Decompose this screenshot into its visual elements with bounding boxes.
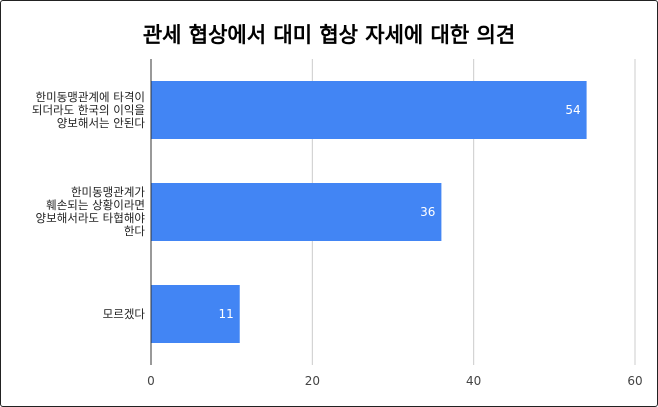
y-category-label: 한미동맹관계에 타격이 되더라도 한국의 이익을 양보해서는 안된다 [25, 89, 145, 130]
y-category-label-line: 모르겠다 [102, 306, 145, 321]
y-category-label-line: 한미동맹관계에 타격이 [35, 89, 145, 104]
y-category-label: 한미동맹관계가 훼손되는 상황이라면 양보해서라도 타협해야 한다 [25, 186, 145, 238]
data-label: 11 [218, 307, 233, 321]
x-tick-label: 40 [466, 374, 481, 388]
x-tick-label: 60 [627, 374, 642, 388]
y-category-label-line: 한다 [123, 224, 145, 238]
y-category-label-line: 양보해서라도 타협해야 [35, 211, 145, 225]
y-category-label-line: 양보해서는 안된다 [56, 115, 145, 130]
y-category-label-line: 되더라도 한국의 이익을 [31, 102, 145, 117]
y-category-label-line: 훼손되는 상황이라면 [46, 198, 145, 212]
x-tick-label: 20 [305, 374, 320, 388]
data-label: 54 [565, 103, 580, 117]
y-category-label: 모르겠다 [25, 306, 145, 321]
bar [151, 285, 240, 343]
x-tick-label: 0 [147, 374, 155, 388]
y-category-label-line: 한미동맹관계가 [70, 185, 145, 199]
bar [151, 81, 587, 139]
chart-title: 관세 협상에서 대미 협상 자세에 대한 의견 [142, 23, 516, 47]
data-label: 36 [420, 205, 435, 219]
bar [151, 183, 442, 241]
